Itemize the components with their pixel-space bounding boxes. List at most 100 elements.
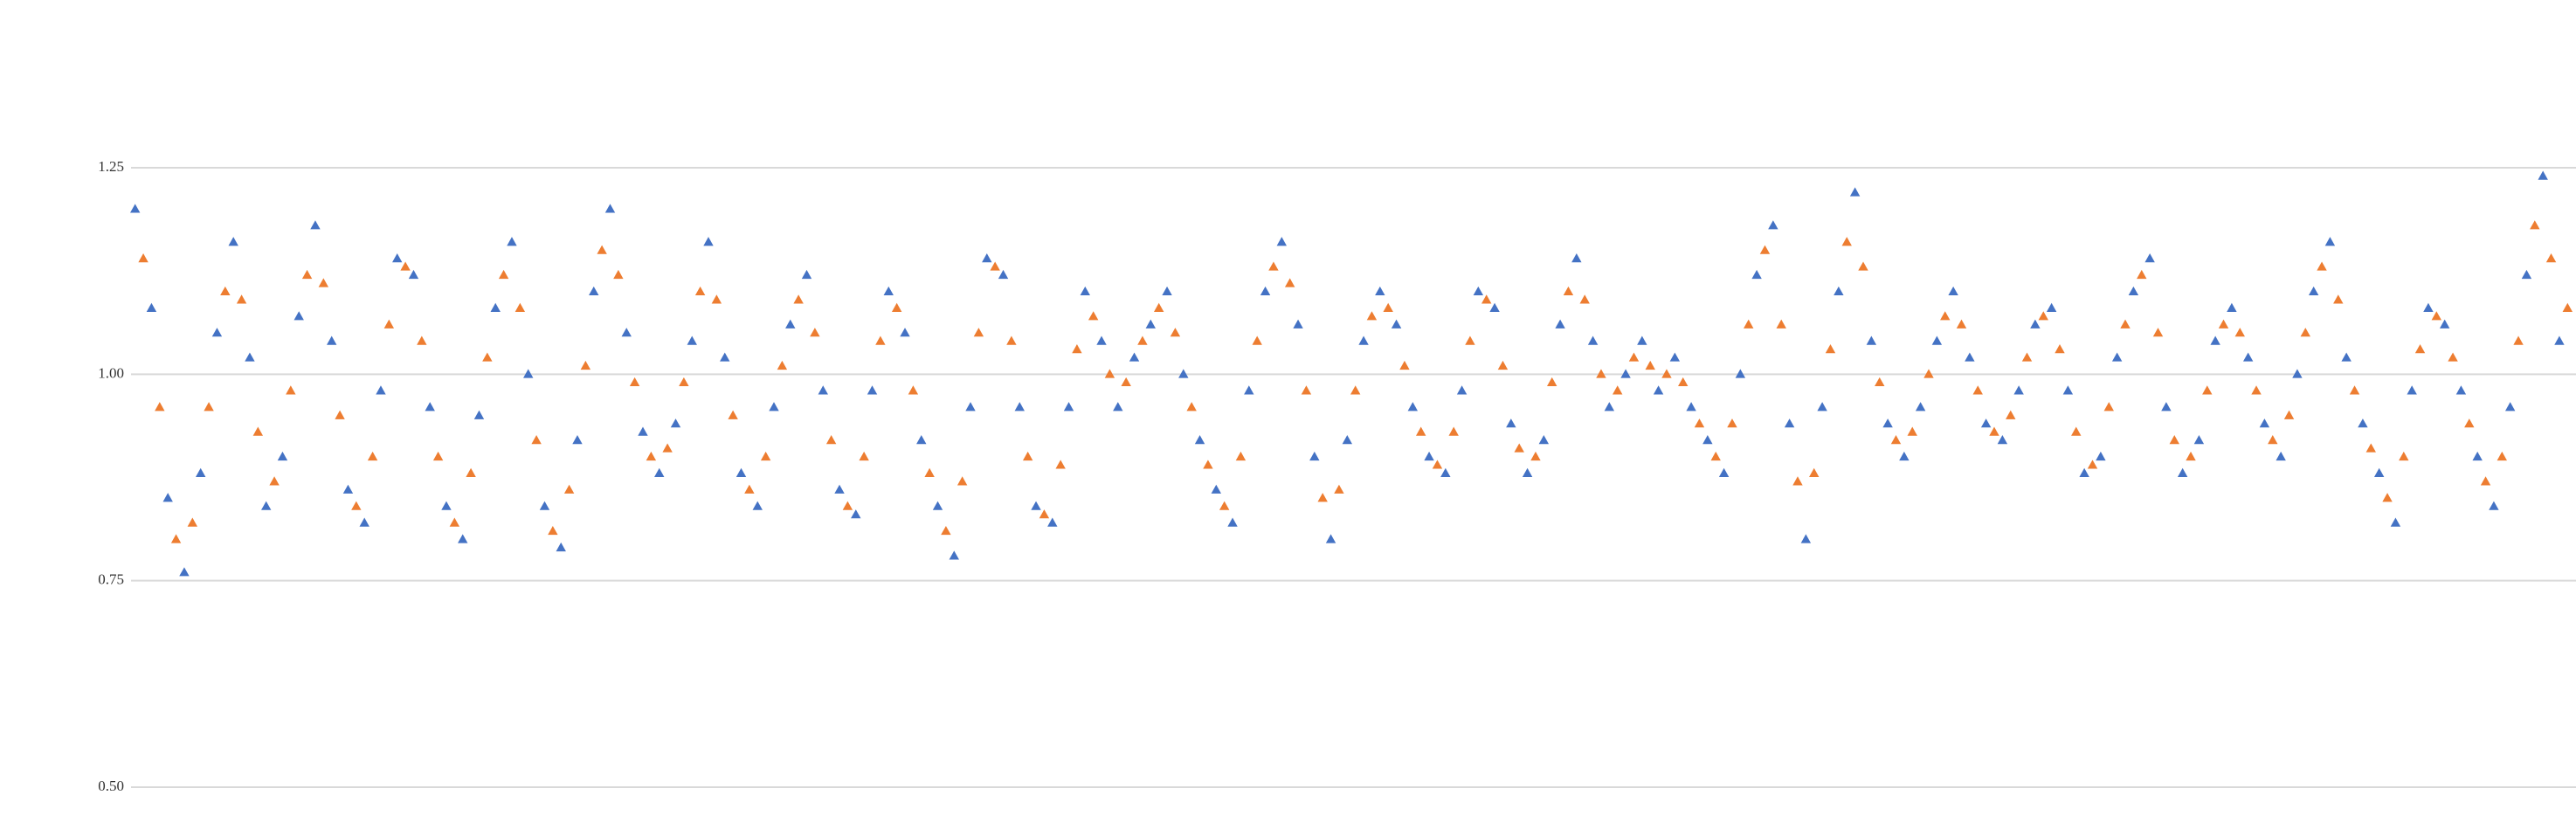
data-point: [2227, 302, 2237, 312]
data-point: [2349, 385, 2360, 395]
data-point: [2538, 170, 2548, 180]
data-point: [548, 525, 558, 536]
data-point: [957, 476, 968, 486]
data-point: [2259, 418, 2270, 428]
data-point: [1497, 360, 1509, 370]
data-point: [277, 451, 288, 461]
data-point: [1965, 352, 1975, 362]
data-point: [2365, 443, 2376, 453]
data-point: [769, 402, 779, 412]
data-point: [2545, 253, 2557, 263]
data-point: [466, 467, 476, 477]
data-point: [1063, 402, 1074, 412]
data-point: [1252, 335, 1262, 345]
data-point: [269, 476, 280, 486]
data-point: [2333, 294, 2344, 304]
data-point: [1039, 509, 1050, 519]
data-point: [982, 253, 992, 263]
data-point: [1817, 402, 1827, 412]
data-point: [793, 294, 804, 304]
data-point: [286, 385, 296, 395]
data-point: [170, 534, 182, 543]
data-point: [1481, 294, 1492, 304]
data-point: [1735, 369, 1746, 378]
data-point: [1104, 369, 1115, 378]
data-point: [1751, 269, 1762, 280]
data-point: [228, 237, 238, 246]
data-point: [687, 335, 697, 345]
data-point: [2480, 476, 2491, 486]
data-point: [2218, 319, 2229, 329]
data-point: [327, 335, 337, 345]
data-point: [851, 509, 861, 519]
data-point: [2276, 451, 2286, 461]
data-point: [155, 402, 165, 412]
data-point: [2055, 344, 2065, 354]
y-tick-label: 0.50: [98, 778, 124, 794]
data-point: [1456, 385, 1468, 395]
data-point: [728, 410, 738, 419]
data-point: [908, 385, 919, 395]
data-point: [2103, 402, 2114, 412]
data-point: [318, 278, 329, 287]
data-point: [2283, 410, 2295, 419]
data-point: [1440, 467, 1451, 477]
data-point: [932, 501, 943, 510]
data-point: [1613, 385, 1623, 395]
data-point: [1276, 237, 1288, 246]
data-point: [1678, 377, 1689, 387]
data-point: [1744, 319, 1754, 329]
data-point: [335, 410, 345, 419]
data-point: [1915, 402, 1926, 412]
data-point: [539, 501, 550, 510]
data-point: [473, 410, 485, 419]
data-point: [2268, 434, 2278, 445]
data-point: [2193, 434, 2205, 445]
data-point: [1260, 286, 1271, 296]
data-point: [2300, 328, 2310, 337]
data-point: [531, 434, 542, 445]
data-point: [1375, 286, 1385, 296]
data-point: [825, 434, 837, 445]
data-point: [613, 269, 624, 280]
data-point: [1358, 335, 1369, 345]
data-point: [2169, 434, 2179, 445]
y-tick-label: 0.75: [98, 571, 124, 588]
data-point: [1563, 286, 1574, 296]
data-point: [1620, 369, 1631, 378]
data-point: [515, 302, 526, 312]
data-point: [638, 426, 648, 436]
data-point: [2079, 467, 2089, 477]
data-point: [2242, 352, 2254, 362]
data-point: [1211, 484, 1221, 494]
data-point: [2448, 352, 2458, 362]
data-point: [2504, 402, 2516, 412]
data-point: [392, 253, 403, 263]
data-point: [1432, 460, 1443, 469]
data-point: [916, 434, 927, 445]
data-point: [417, 335, 427, 345]
data-point: [2186, 451, 2196, 461]
data-point: [2464, 418, 2475, 428]
data-point: [2013, 385, 2024, 395]
data-point: [801, 269, 812, 280]
data-point: [1579, 294, 1590, 304]
data-point: [211, 328, 223, 337]
data-point: [1129, 352, 1140, 362]
data-point: [1350, 385, 1361, 395]
data-point: [252, 426, 264, 436]
data-point: [1325, 534, 1336, 543]
data-point: [187, 517, 198, 527]
data-point: [1841, 237, 1852, 246]
data-point: [2423, 302, 2434, 312]
data-point: [1882, 418, 1893, 428]
data-point: [1317, 493, 1328, 502]
data-point: [1301, 385, 1312, 395]
data-point: [1473, 286, 1484, 296]
data-point: [1800, 534, 1812, 543]
data-point: [523, 369, 534, 378]
data-point: [1293, 319, 1303, 329]
data-point: [777, 360, 788, 370]
data-point: [604, 204, 616, 213]
